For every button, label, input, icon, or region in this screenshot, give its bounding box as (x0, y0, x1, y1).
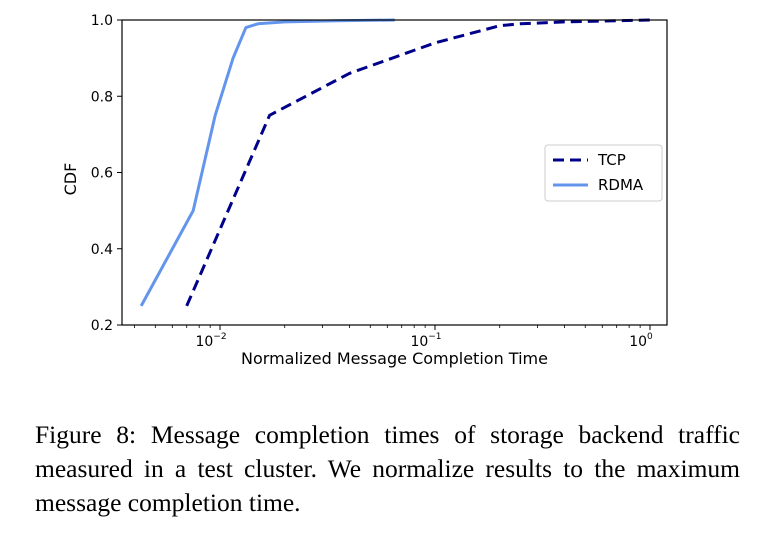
legend-label-tcp: TCP (597, 151, 626, 169)
x-tick-label: 10−2 (195, 332, 226, 350)
x-axis-label: Normalized Message Completion Time (241, 349, 548, 368)
y-tick-label: 1.0 (91, 13, 113, 29)
legend-label-rdma: RDMA (598, 176, 644, 194)
legend: TCP RDMA (544, 144, 663, 202)
cdf-chart: 0.2 0.4 0.6 0.8 1.0 10−2 10−1 100 Normalized Me… (61, 13, 668, 368)
x-tick-label: 100 (629, 332, 653, 350)
series-line-rdma (139, 18, 395, 307)
y-tick-label: 0.4 (91, 242, 113, 258)
x-tick-label: 10−1 (410, 332, 441, 350)
y-axis-label: CDF (61, 163, 80, 196)
y-tick-label: 0.6 (91, 166, 113, 182)
series-lines (139, 18, 651, 307)
axis-ticks: 0.2 0.4 0.6 0.8 1.0 10−2 10−1 100 (91, 13, 653, 350)
plot-frame (121, 19, 668, 326)
y-tick-label: 0.8 (91, 89, 113, 105)
y-tick-label: 0.2 (91, 318, 113, 334)
figure-caption: Figure 8: Message completion times of st… (35, 420, 740, 517)
series-line-tcp (185, 18, 651, 307)
